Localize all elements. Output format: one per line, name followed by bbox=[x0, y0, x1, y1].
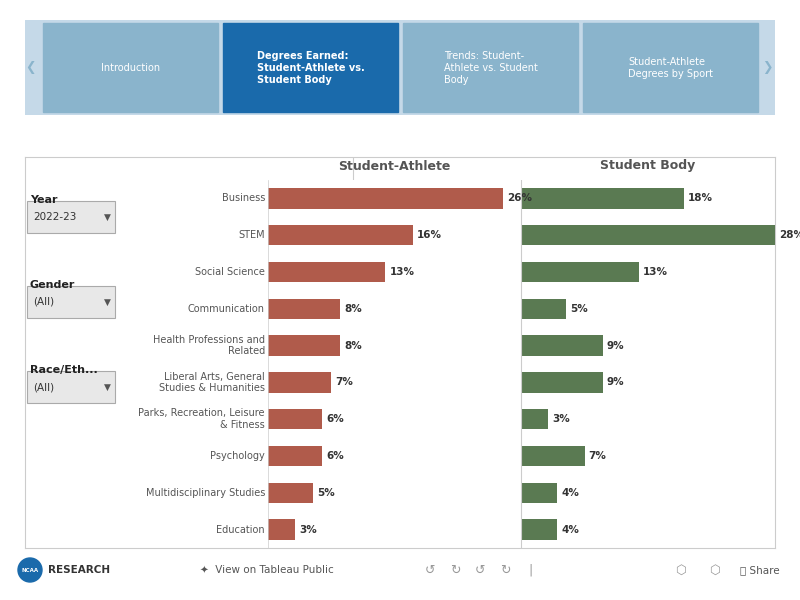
Bar bbox=[268, 482, 313, 503]
Text: 18%: 18% bbox=[688, 193, 714, 203]
Text: Multidisciplinary Studies: Multidisciplinary Studies bbox=[146, 488, 265, 498]
Text: 6%: 6% bbox=[326, 451, 344, 461]
Text: 3%: 3% bbox=[299, 524, 317, 535]
Bar bbox=[268, 335, 340, 356]
Bar bbox=[268, 225, 413, 245]
Text: 26%: 26% bbox=[507, 193, 532, 203]
Text: RESEARCH: RESEARCH bbox=[48, 565, 110, 575]
Text: ▼: ▼ bbox=[103, 212, 110, 221]
Text: 2022-23: 2022-23 bbox=[33, 212, 76, 222]
Text: 7%: 7% bbox=[589, 451, 606, 461]
Bar bbox=[521, 482, 558, 503]
Bar bbox=[43, 23, 218, 112]
Text: ❮: ❮ bbox=[25, 61, 35, 74]
Text: 3%: 3% bbox=[552, 414, 570, 424]
Bar bbox=[268, 188, 503, 209]
Text: ↺: ↺ bbox=[474, 563, 486, 577]
Text: |: | bbox=[528, 563, 532, 577]
Circle shape bbox=[18, 558, 42, 582]
Bar bbox=[521, 409, 548, 430]
Text: 16%: 16% bbox=[417, 230, 442, 240]
Bar bbox=[521, 225, 775, 245]
Text: 4%: 4% bbox=[562, 524, 579, 535]
Text: 🔗 Share: 🔗 Share bbox=[740, 565, 780, 575]
Bar bbox=[521, 372, 602, 392]
Text: Year: Year bbox=[30, 195, 58, 205]
Text: 9%: 9% bbox=[606, 377, 624, 388]
Text: ✦  View on Tableau Public: ✦ View on Tableau Public bbox=[200, 565, 334, 575]
Text: 8%: 8% bbox=[344, 341, 362, 350]
Text: Introduction: Introduction bbox=[101, 63, 160, 73]
Bar bbox=[27, 286, 115, 318]
Text: Student Body: Student Body bbox=[600, 160, 695, 173]
Text: DI DEGREES EARNED: STUDENT-ATHLETE VS. STUDENT BODY: DI DEGREES EARNED: STUDENT-ATHLETE VS. S… bbox=[162, 134, 638, 148]
Text: Trends: Student-
Athlete vs. Student
Body: Trends: Student- Athlete vs. Student Bod… bbox=[443, 52, 538, 85]
Bar bbox=[268, 446, 322, 466]
Text: Liberal Arts, General
Studies & Humanities: Liberal Arts, General Studies & Humaniti… bbox=[159, 371, 265, 393]
Bar bbox=[521, 335, 602, 356]
Text: Gender: Gender bbox=[30, 280, 75, 290]
Bar bbox=[27, 201, 115, 233]
Bar bbox=[268, 520, 295, 540]
Bar bbox=[521, 446, 585, 466]
Bar bbox=[27, 371, 115, 403]
Text: Student-Athlete: Student-Athlete bbox=[338, 160, 450, 173]
Text: ⬡: ⬡ bbox=[674, 563, 686, 577]
Text: ↺: ↺ bbox=[425, 563, 435, 577]
Text: Degrees Earned:
Student-Athlete vs.
Student Body: Degrees Earned: Student-Athlete vs. Stud… bbox=[257, 52, 364, 85]
Text: ▼: ▼ bbox=[103, 298, 110, 307]
Text: (All): (All) bbox=[33, 297, 54, 307]
Bar bbox=[268, 372, 331, 392]
Bar bbox=[521, 299, 566, 319]
Text: (All): (All) bbox=[33, 382, 54, 392]
Bar bbox=[521, 262, 639, 282]
Text: NCAA: NCAA bbox=[22, 568, 38, 572]
Text: 6%: 6% bbox=[326, 414, 344, 424]
Text: ⬡: ⬡ bbox=[710, 563, 721, 577]
Text: Social Science: Social Science bbox=[195, 267, 265, 277]
Text: 8%: 8% bbox=[344, 304, 362, 314]
Text: Parks, Recreation, Leisure
& Fitness: Parks, Recreation, Leisure & Fitness bbox=[138, 409, 265, 430]
Text: 5%: 5% bbox=[570, 304, 588, 314]
Text: STEM: STEM bbox=[238, 230, 265, 240]
Text: 5%: 5% bbox=[317, 488, 335, 498]
Text: 13%: 13% bbox=[643, 267, 668, 277]
Text: 13%: 13% bbox=[390, 267, 414, 277]
Text: 28%: 28% bbox=[779, 230, 800, 240]
Text: Business: Business bbox=[222, 193, 265, 203]
Text: Communication: Communication bbox=[188, 304, 265, 314]
Text: ▼: ▼ bbox=[103, 383, 110, 391]
Text: Psychology: Psychology bbox=[210, 451, 265, 461]
Text: 7%: 7% bbox=[335, 377, 353, 388]
Bar bbox=[268, 262, 386, 282]
Bar bbox=[268, 299, 340, 319]
Text: Health Professions and
Related: Health Professions and Related bbox=[153, 335, 265, 356]
Bar bbox=[223, 23, 398, 112]
Bar bbox=[521, 188, 684, 209]
Text: ↻: ↻ bbox=[500, 563, 510, 577]
Text: Student-Athlete
Degrees by Sport: Student-Athlete Degrees by Sport bbox=[628, 57, 713, 79]
Bar bbox=[583, 23, 758, 112]
Bar bbox=[268, 409, 322, 430]
Text: 4%: 4% bbox=[562, 488, 579, 498]
Text: 9%: 9% bbox=[606, 341, 624, 350]
Text: ↻: ↻ bbox=[450, 563, 460, 577]
Text: Race/Eth...: Race/Eth... bbox=[30, 365, 98, 375]
Bar bbox=[521, 520, 558, 540]
Text: Education: Education bbox=[216, 524, 265, 535]
Bar bbox=[403, 23, 578, 112]
Text: ❯: ❯ bbox=[762, 61, 773, 74]
